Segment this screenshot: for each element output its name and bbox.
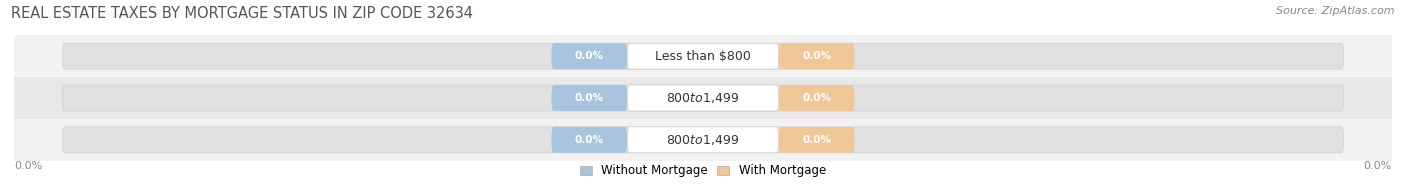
FancyBboxPatch shape [779,85,855,111]
FancyBboxPatch shape [627,127,779,153]
FancyBboxPatch shape [779,127,855,153]
Text: 0.0%: 0.0% [575,93,603,103]
Text: 0.0%: 0.0% [575,51,603,61]
FancyBboxPatch shape [551,43,627,69]
Bar [14,77,1392,119]
Bar [14,35,1392,77]
Text: 0.0%: 0.0% [803,51,831,61]
FancyBboxPatch shape [779,43,855,69]
Text: $800 to $1,499: $800 to $1,499 [666,91,740,105]
FancyBboxPatch shape [551,127,627,153]
Text: 0.0%: 0.0% [14,161,42,171]
Text: Less than $800: Less than $800 [655,50,751,63]
Text: Source: ZipAtlas.com: Source: ZipAtlas.com [1277,6,1395,16]
Text: $800 to $1,499: $800 to $1,499 [666,133,740,147]
Bar [14,119,1392,161]
FancyBboxPatch shape [62,43,1344,69]
Text: 0.0%: 0.0% [1364,161,1392,171]
FancyBboxPatch shape [62,127,1344,153]
FancyBboxPatch shape [627,43,779,69]
Text: 0.0%: 0.0% [803,93,831,103]
Text: REAL ESTATE TAXES BY MORTGAGE STATUS IN ZIP CODE 32634: REAL ESTATE TAXES BY MORTGAGE STATUS IN … [11,6,474,21]
FancyBboxPatch shape [62,85,1344,111]
Text: 0.0%: 0.0% [575,135,603,145]
Text: 0.0%: 0.0% [803,135,831,145]
FancyBboxPatch shape [627,85,779,111]
Legend: Without Mortgage, With Mortgage: Without Mortgage, With Mortgage [581,164,825,177]
FancyBboxPatch shape [551,85,627,111]
